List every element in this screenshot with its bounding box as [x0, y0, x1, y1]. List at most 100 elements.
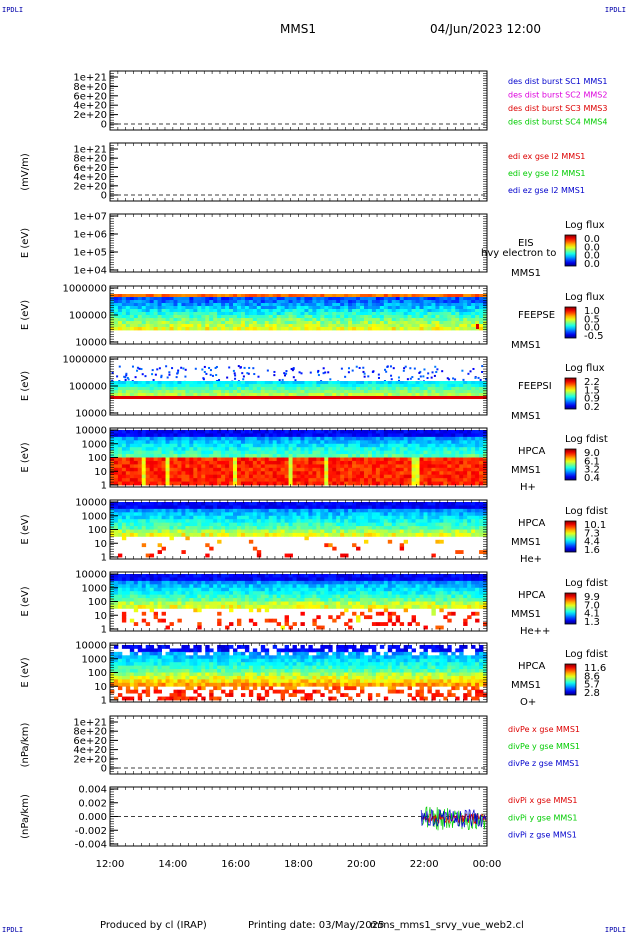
- spectrogram-cell: [264, 519, 270, 524]
- spectrogram-cell: [248, 467, 254, 472]
- spectrogram-cell: [256, 393, 262, 397]
- spectrogram-cell: [284, 529, 289, 534]
- spectrogram-cell: [260, 505, 266, 510]
- spectrogram-cell: [189, 384, 194, 388]
- spectrogram-cell: [129, 312, 135, 316]
- spectrogram-cell: [320, 321, 325, 325]
- spectrogram-cell: [324, 300, 329, 304]
- spectrogram-cell: [225, 505, 230, 510]
- spectrogram-cell: [181, 384, 186, 388]
- spectrogram-cell: [233, 433, 238, 438]
- spectrogram-cell: [324, 436, 329, 441]
- spectrogram-cell: [479, 464, 484, 469]
- spectrogram-cell: [336, 502, 341, 506]
- spectrogram-cell: [133, 300, 139, 304]
- spectrogram-cell: [264, 481, 270, 486]
- spectrogram-cell: [336, 318, 341, 322]
- spectrogram-cell: [256, 309, 262, 313]
- spectrogram-cell: [443, 303, 448, 307]
- spectrogram-cell: [161, 481, 166, 486]
- spectrogram-cell: [447, 327, 452, 331]
- spectrogram-cell: [308, 443, 313, 448]
- spectrogram-cell: [340, 390, 345, 394]
- spectrogram-cell: [367, 481, 373, 486]
- spectrogram-cell: [161, 471, 166, 476]
- spectrogram-cell: [248, 327, 254, 331]
- spectrogram-cell: [137, 474, 143, 479]
- spectrogram-cell: [320, 294, 325, 298]
- spectrogram-cell: [193, 450, 198, 455]
- spectrogram-cell: [360, 440, 365, 445]
- spectrogram-cell: [225, 436, 230, 441]
- spectrogram-cell: [415, 315, 420, 319]
- spectrogram-cell: [463, 436, 468, 441]
- spectrogram-cell: [308, 471, 313, 476]
- spectrogram-cell: [169, 300, 174, 304]
- spectrogram-cell: [332, 505, 337, 510]
- spectrogram-cell: [161, 384, 166, 388]
- spectrogram-cell: [292, 376, 295, 379]
- spectrogram-cell: [316, 512, 321, 517]
- spectrogram-cell: [463, 433, 468, 438]
- spectrogram-cell: [177, 387, 182, 391]
- spectrogram-cell: [340, 478, 345, 482]
- spectrogram-cell: [213, 505, 218, 510]
- spectrogram-cell: [173, 481, 178, 486]
- spectrogram-cell: [463, 324, 468, 328]
- spectrogram-cell: [483, 321, 488, 325]
- spectrogram-cell: [348, 454, 353, 458]
- spectrogram-p7: [110, 502, 488, 558]
- spectrogram-cell: [375, 443, 381, 448]
- spectrogram-cell: [304, 508, 309, 513]
- spectrogram-cell: [296, 315, 301, 319]
- spectrogram-cell: [312, 315, 317, 319]
- spectrogram-cell: [379, 384, 385, 388]
- spectrogram-cell: [248, 532, 254, 537]
- spectrogram-cell: [419, 384, 424, 388]
- spectrogram-cell: [260, 515, 266, 520]
- spectrogram-cell: [371, 303, 377, 307]
- spectrogram-cell: [320, 522, 325, 527]
- spectrogram-cell: [209, 393, 214, 397]
- spectrogram-cell: [419, 315, 424, 319]
- spectrogram-cell: [411, 450, 416, 455]
- spectrogram-cell: [248, 366, 251, 369]
- spectrogram-cell: [213, 390, 218, 394]
- spectrogram-cell: [117, 321, 123, 325]
- spectrogram-cell: [110, 464, 115, 469]
- spectrogram-cell: [347, 371, 350, 374]
- spectrogram-cell: [260, 460, 266, 465]
- spectrogram-cell: [363, 481, 369, 486]
- spectrogram-cell: [137, 467, 143, 472]
- spectrogram-cell: [451, 457, 456, 462]
- spectrogram-cell: [375, 390, 381, 394]
- spectrogram-cell: [197, 433, 202, 438]
- spectrogram-cell: [165, 457, 170, 462]
- spectrogram-cell: [182, 367, 185, 370]
- spectrogram-cell: [348, 526, 353, 530]
- spectrogram-cell: [209, 294, 214, 298]
- spectrogram-cell: [356, 532, 361, 537]
- spectrogram-cell: [151, 369, 154, 372]
- spectrogram-cell: [375, 440, 381, 445]
- spectrogram-cell: [145, 443, 151, 448]
- spectrogram-cell: [379, 447, 385, 452]
- spectrogram-cell: [447, 433, 452, 438]
- spectrogram-cell: [113, 447, 119, 452]
- spectrogram-cell: [344, 478, 349, 482]
- spectrogram-cell: [145, 393, 151, 397]
- spectrogram-cell: [356, 546, 361, 551]
- spectrogram-cell: [133, 309, 139, 313]
- spectrogram-cell: [300, 512, 305, 517]
- spectrogram-cell: [317, 369, 320, 372]
- spectrogram-cell: [233, 460, 238, 465]
- spectrogram-cell: [221, 450, 226, 455]
- spectrogram-cell: [387, 457, 393, 462]
- spectrogram-cell: [411, 387, 416, 391]
- spectrogram-cell: [360, 508, 365, 513]
- spectrogram-cell: [363, 300, 369, 304]
- spectrogram-cell: [252, 433, 258, 438]
- spectrogram-cell: [316, 464, 321, 469]
- spectrogram-cell: [332, 327, 337, 331]
- spectrogram-cell: [296, 384, 301, 388]
